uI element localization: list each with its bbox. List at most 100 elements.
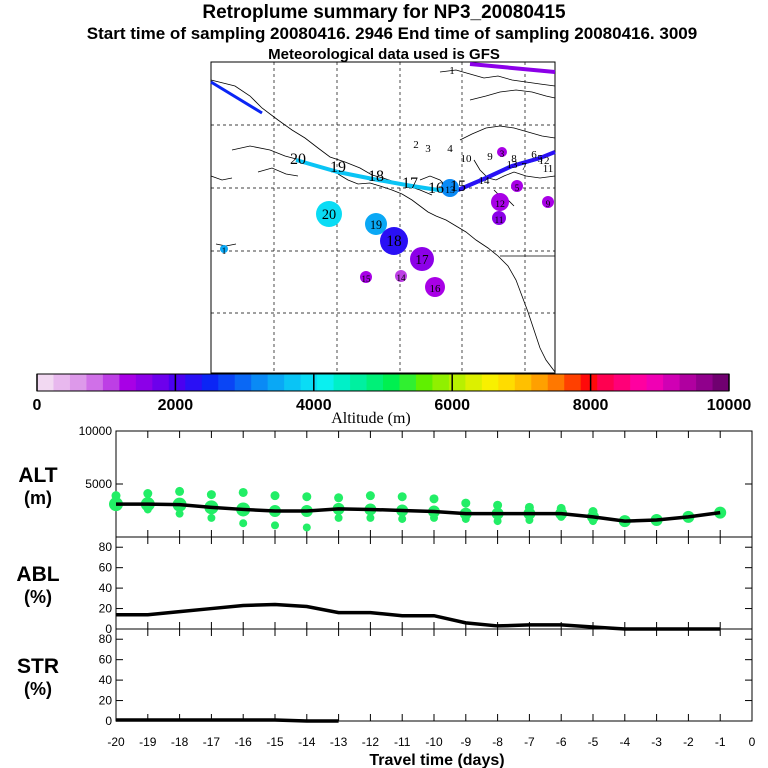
- colorbar-cell: [350, 374, 367, 391]
- plume-blob-label: 12: [495, 199, 505, 210]
- panel-y-tick-label: 80: [99, 540, 113, 554]
- colorbar-cell: [465, 374, 483, 391]
- alt-dot-high: [302, 492, 312, 502]
- plume-blob: [365, 213, 387, 235]
- panel-y-tick-label: 60: [99, 653, 113, 667]
- colorbar-cell: [218, 374, 236, 391]
- plume-blob: [316, 201, 342, 227]
- plume-line-offmap: [210, 80, 263, 115]
- sampling-times-subtitle: Start time of sampling 20080416. 2946 En…: [86, 24, 698, 43]
- colorbar-cell: [53, 374, 71, 391]
- alt-dot-low: [143, 505, 152, 514]
- alt-dot-high: [270, 491, 280, 501]
- panel-y-tick-label: 80: [99, 632, 113, 646]
- panel-y-tick-label: 40: [99, 581, 113, 595]
- plume-track-label: 19: [330, 159, 346, 176]
- colorbar-tick-label: 4000: [296, 397, 332, 414]
- colorbar-cell: [646, 374, 664, 391]
- colorbar-cell: [399, 374, 417, 391]
- colorbar-cell: [284, 374, 302, 391]
- colorbar-cell: [366, 374, 384, 391]
- panel-str: 0 20 40 60 80 STR(%): [17, 628, 753, 728]
- colorbar-cell: [201, 374, 219, 391]
- x-tick-label: -10: [425, 735, 443, 749]
- plume-track-label: 5: [537, 153, 543, 165]
- x-tick-label: -4: [619, 735, 630, 749]
- x-axis-label: Travel time (days): [369, 752, 504, 768]
- colorbar-cell: [185, 374, 203, 391]
- alt-dot-high: [397, 492, 407, 502]
- colorbar-cells: [37, 374, 730, 391]
- x-tick-label: -19: [139, 735, 157, 749]
- colorbar-cell: [547, 374, 565, 391]
- plume-blob-label: 16: [430, 283, 442, 295]
- plume-blob-label: 15: [362, 274, 372, 284]
- x-tick-label: -20: [107, 735, 125, 749]
- plume-center-line: [210, 62, 556, 192]
- colorbar-cell: [679, 374, 697, 391]
- plume-track-label: 16: [428, 180, 444, 197]
- str-line: [116, 718, 339, 723]
- alt-dot-low: [589, 517, 597, 526]
- colorbar-tick-labels: 0 2000 4000 6000 8000 10000: [33, 397, 752, 414]
- plume-track-label: 11: [543, 163, 554, 175]
- alt-dot-low: [207, 513, 216, 522]
- colorbar-cell: [613, 374, 631, 391]
- colorbar-cell: [580, 374, 598, 391]
- plume-track-label: 13: [507, 159, 519, 171]
- panel-y-label: ALT: [18, 464, 57, 487]
- alt-dot-low: [398, 514, 407, 523]
- colorbar-cell: [481, 374, 499, 391]
- x-tick-label: -16: [235, 735, 253, 749]
- abl-line: [116, 602, 721, 631]
- panel-y-unit: (%): [24, 587, 52, 607]
- x-tick-label: -8: [492, 735, 503, 749]
- x-tick-label: -9: [460, 735, 471, 749]
- plume-track-label: 1: [449, 65, 455, 77]
- alt-dot-low: [271, 521, 279, 530]
- alt-dot-low: [239, 519, 248, 528]
- colorbar-cell: [630, 374, 648, 391]
- plume-blob-label: 20: [322, 207, 336, 223]
- plume-track-label: 7: [521, 161, 527, 173]
- plume-blob-label: 17: [415, 252, 429, 267]
- panel-y-tick-label: 5000: [85, 477, 112, 491]
- altitude-colorbar: 0 2000 4000 6000 8000 10000 Altitude (m): [33, 373, 752, 427]
- figure-title: Retroplume summary for NP3_20080415: [202, 2, 566, 23]
- panel-frame: [115, 628, 753, 722]
- x-tick-label: -17: [203, 735, 221, 749]
- colorbar-cell: [564, 374, 582, 391]
- plume-blob-label: 19: [370, 218, 382, 232]
- alt-mean-line: [116, 502, 721, 523]
- colorbar-tick-label: 6000: [434, 397, 470, 414]
- plume-track-label: 3: [425, 143, 431, 155]
- alt-dot-high: [238, 487, 248, 497]
- panel-alt: 5000 10000 ALT(m): [18, 424, 753, 538]
- plume-track-label: 10: [461, 153, 473, 165]
- plume-track-label: 2: [413, 139, 419, 151]
- x-tick-label: -1: [715, 735, 726, 749]
- panel-y-tick-label: 40: [99, 673, 113, 687]
- plume-blob-label: 11: [495, 215, 504, 225]
- plume-blob: [441, 179, 459, 197]
- plume-blob: [497, 147, 507, 157]
- x-tick-label: -14: [298, 735, 316, 749]
- plume-track-label: 20: [290, 151, 306, 168]
- colorbar-tick-label: 10000: [707, 397, 752, 414]
- time-series-panels: 500010000ALT(m)020406080ABL(%)020406080S…: [16, 424, 753, 728]
- x-tick-label: -11: [394, 735, 411, 749]
- colorbar-axis-label: Altitude (m): [331, 410, 411, 427]
- plume-track-label: 12: [539, 155, 550, 167]
- plume-blob: [360, 271, 372, 283]
- colorbar-cell: [514, 374, 532, 391]
- x-tick-label: -5: [588, 735, 599, 749]
- plume-blob-label: 1: [222, 246, 227, 256]
- plume-track-label: 17: [402, 175, 418, 192]
- plume-blob-label: 14: [397, 273, 407, 283]
- alt-dot-low: [366, 513, 375, 522]
- plume-track-label: 14: [479, 175, 491, 187]
- panel-abl: 0 20 40 60 80 ABL(%): [16, 536, 753, 636]
